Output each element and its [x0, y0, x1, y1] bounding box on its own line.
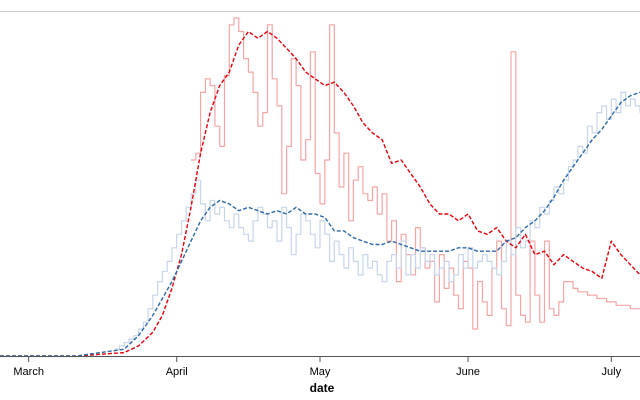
- series-line-blue-daily: [114, 91, 640, 350]
- x-tick-label: July: [602, 366, 622, 378]
- series-line-red-average: [0, 30, 640, 357]
- series-line-red-daily: [191, 17, 640, 330]
- x-tick-label: April: [166, 366, 188, 378]
- x-axis: March April May June July: [0, 356, 640, 378]
- series-line-blue-average: [0, 91, 640, 357]
- x-tick-label: June: [456, 366, 480, 378]
- series-layer: [0, 17, 640, 357]
- x-tick-label: March: [13, 366, 44, 378]
- x-axis-title: date: [310, 381, 335, 395]
- x-tick-label: May: [310, 366, 331, 378]
